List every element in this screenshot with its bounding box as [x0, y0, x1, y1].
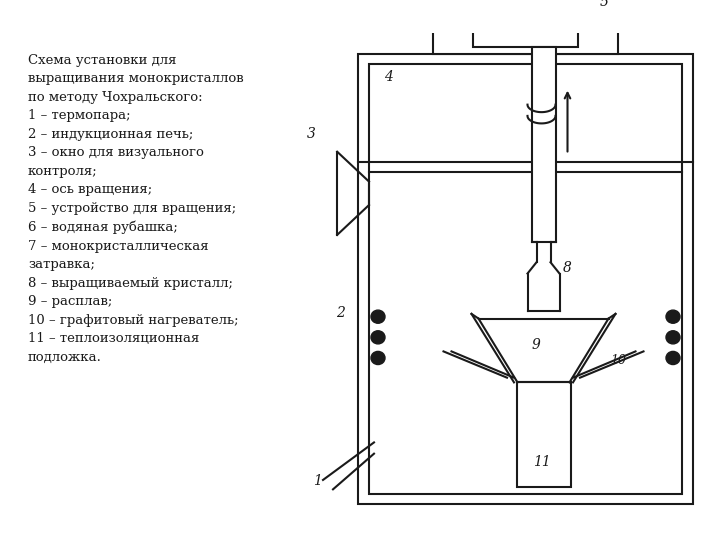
Circle shape — [666, 352, 680, 365]
Text: 10: 10 — [611, 354, 626, 367]
Text: 11: 11 — [534, 455, 552, 469]
Bar — [369, 64, 682, 494]
Text: 2: 2 — [336, 306, 345, 320]
Bar — [516, 382, 570, 487]
Circle shape — [371, 310, 385, 323]
Text: 9: 9 — [531, 338, 541, 352]
Text: 5: 5 — [600, 0, 609, 9]
Bar — [358, 54, 693, 504]
Circle shape — [666, 310, 680, 323]
Bar — [433, 0, 618, 54]
Circle shape — [371, 331, 385, 344]
Text: 1: 1 — [313, 474, 322, 488]
Circle shape — [666, 331, 680, 344]
Text: 4: 4 — [384, 70, 393, 84]
Text: 8: 8 — [562, 261, 572, 275]
Bar — [473, 5, 578, 47]
Bar — [531, 47, 556, 241]
Circle shape — [371, 352, 385, 365]
Text: Схема установки для
выращивания монокристаллов
по методу Чохральского:
1 – термо: Схема установки для выращивания монокрис… — [28, 54, 243, 364]
Text: 3: 3 — [307, 127, 316, 140]
